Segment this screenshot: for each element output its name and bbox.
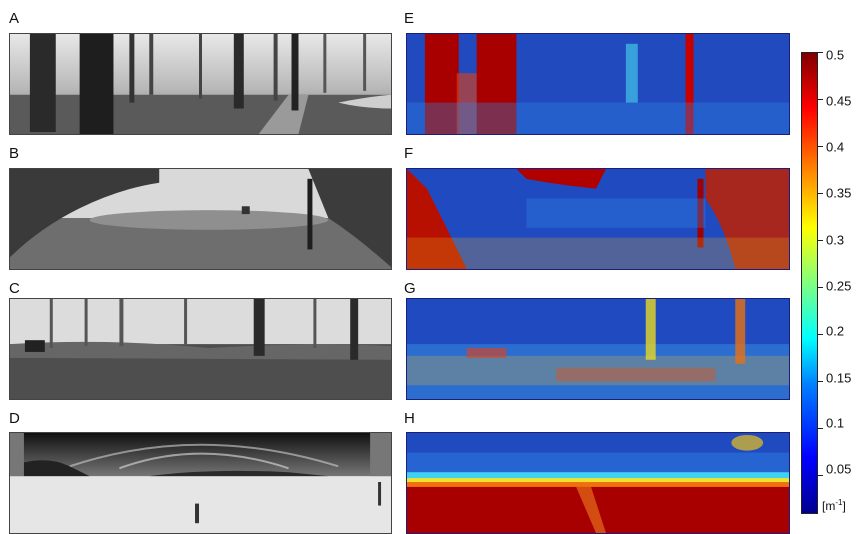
- colorbar-label-0-4: 0.4: [826, 139, 845, 155]
- colorbar-unit-close: ]: [842, 499, 846, 513]
- panorama-photo-d: [9, 432, 392, 534]
- colorbar-tick: [818, 240, 823, 241]
- colorbar-tick: [818, 146, 823, 147]
- panel-label-c: C: [9, 280, 20, 297]
- panel-label-d: D: [9, 410, 20, 427]
- panel-label-h: H: [404, 410, 415, 427]
- heatmap-h: [406, 432, 790, 534]
- colorbar-unit-exponent: -1: [835, 498, 843, 507]
- heatmap-g: [406, 298, 790, 400]
- colorbar-label-0-5: 0.5: [826, 47, 845, 63]
- heatmap-e: [406, 33, 790, 135]
- panorama-photo-b: [9, 168, 392, 270]
- colorbar-tick: [818, 334, 823, 335]
- colorbar-label-0-2: 0.2: [826, 323, 845, 339]
- panel-label-g: G: [404, 280, 416, 297]
- colorbar-tick: [818, 475, 823, 476]
- colorbar-tick: [818, 287, 823, 288]
- colorbar: [801, 52, 818, 514]
- panel-label-e: E: [404, 10, 415, 27]
- colorbar-tick: [818, 428, 823, 429]
- colorbar-label-0-35: 0.35: [826, 185, 852, 201]
- colorbar-label-0-1: 0.1: [826, 415, 845, 431]
- colorbar-label-0-05: 0.05: [826, 461, 852, 477]
- panel-label-a: A: [9, 10, 20, 27]
- heatmap-f: [406, 168, 790, 270]
- panorama-photo-c: [9, 298, 392, 400]
- panorama-photo-a: [9, 33, 392, 135]
- colorbar-tick: [818, 193, 823, 194]
- colorbar-unit-base: [m: [822, 499, 836, 513]
- colorbar-tick: [818, 99, 823, 100]
- colorbar-label-0-25: 0.25: [826, 278, 852, 294]
- panel-label-f: F: [404, 145, 414, 162]
- colorbar-label-0-45: 0.45: [826, 93, 852, 109]
- colorbar-unit: [m-1]: [822, 498, 846, 513]
- colorbar-tick: [818, 381, 823, 382]
- colorbar-tick: [818, 52, 823, 53]
- colorbar-label-0-15: 0.15: [826, 370, 852, 386]
- colorbar-label-0-3: 0.3: [826, 232, 845, 248]
- panel-label-b: B: [9, 145, 20, 162]
